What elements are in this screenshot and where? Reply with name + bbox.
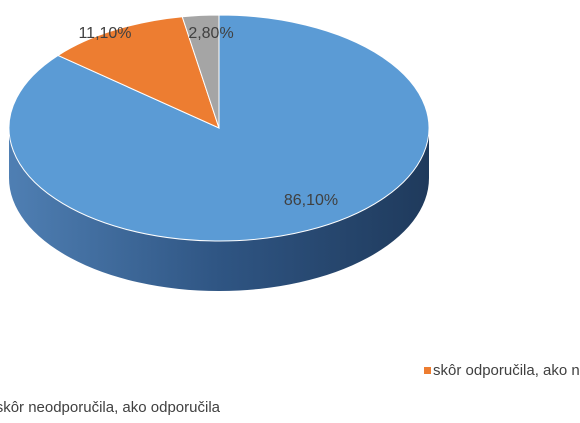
pie-slice bbox=[56, 16, 220, 129]
pie-side bbox=[9, 128, 429, 291]
legend-swatch bbox=[424, 367, 431, 374]
pie-slice bbox=[181, 14, 220, 129]
data-label: 86,10% bbox=[284, 192, 338, 209]
data-label: 2,80% bbox=[188, 25, 233, 42]
data-label: 11,10% bbox=[78, 25, 131, 42]
legend-label: skôr neodporučila, ako odporučila bbox=[0, 399, 221, 416]
legend-label: skôr odporučila, ako neodporučila bbox=[433, 362, 580, 379]
